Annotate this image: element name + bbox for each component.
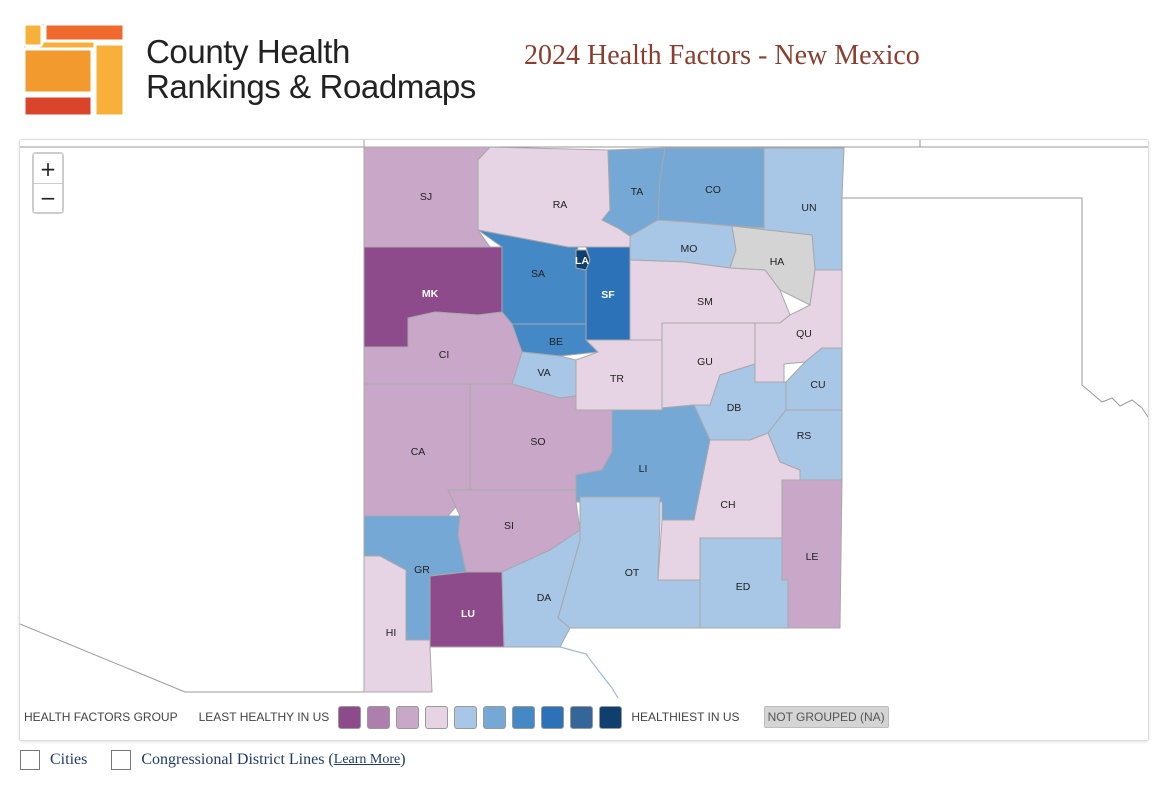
- county-label-sf: SF: [601, 289, 615, 301]
- legend-swatches: [338, 705, 628, 729]
- county-label-co: CO: [705, 184, 721, 196]
- county-label-va: VA: [537, 367, 550, 379]
- county-label-cu: CU: [810, 379, 825, 391]
- map-options: Cities Congressional District Lines (Lea…: [20, 750, 430, 770]
- brand-line-2: Rankings & Roadmaps: [146, 68, 476, 105]
- county-label-gr: GR: [414, 564, 430, 576]
- county-label-qu: QU: [796, 328, 812, 340]
- legend-swatch-4: [425, 705, 449, 729]
- county-label-si: SI: [504, 520, 514, 532]
- county-label-tr: TR: [610, 373, 624, 385]
- cities-toggle[interactable]: Cities: [20, 750, 87, 770]
- legend-swatch-7: [512, 705, 536, 729]
- legend-title: HEALTH FACTORS GROUP: [24, 710, 178, 724]
- zoom-out-button[interactable]: −: [34, 183, 62, 212]
- county-label-rs: RS: [797, 430, 812, 442]
- county-labels: SJ RA TA CO UN MK SA LA SF MO HA SM QU CI BE VA TR GU CU DB…: [386, 184, 826, 639]
- county-label-ot: OT: [625, 567, 640, 579]
- districts-label: Congressional District Lines (: [141, 751, 334, 768]
- county-hi[interactable]: [363, 555, 433, 693]
- county-health-logo: [24, 24, 124, 116]
- county-label-lu: LU: [461, 608, 475, 620]
- map-panel[interactable]: SJ RA TA CO UN MK SA LA SF MO HA SM QU CI BE VA TR GU CU DB…: [19, 139, 1149, 741]
- districts-toggle[interactable]: Congressional District Lines (Learn More…: [111, 750, 406, 770]
- legend-swatch-8: [541, 705, 565, 729]
- cities-label: Cities: [50, 751, 88, 768]
- county-label-sm: SM: [697, 296, 713, 308]
- county-ed[interactable]: [699, 537, 789, 629]
- learn-more-link[interactable]: Learn More: [333, 752, 401, 767]
- legend-swatch-3: [396, 705, 420, 729]
- legend-swatch-6: [483, 705, 507, 729]
- county-label-da: DA: [537, 592, 552, 604]
- county-label-hi: HI: [386, 627, 397, 639]
- cities-checkbox[interactable]: [20, 750, 40, 770]
- county-label-un: UN: [801, 202, 816, 214]
- districts-close-paren: ): [400, 751, 406, 768]
- legend-swatch-1: [338, 705, 362, 729]
- county-label-ed: ED: [736, 581, 751, 593]
- legend-swatch-10: [599, 705, 623, 729]
- county-label-ch: CH: [720, 499, 735, 511]
- county-label-la: LA: [575, 255, 589, 267]
- county-label-ci: CI: [439, 349, 450, 361]
- county-label-ra: RA: [553, 199, 568, 211]
- zoom-control: + −: [32, 152, 64, 214]
- legend-low-label: LEAST HEALTHY IN US: [198, 710, 330, 724]
- districts-checkbox[interactable]: [111, 750, 132, 770]
- county-label-gu: GU: [697, 356, 713, 368]
- legend-not-grouped: NOT GROUPED (NA): [763, 706, 889, 728]
- new-mexico-county-map[interactable]: SJ RA TA CO UN MK SA LA SF MO HA SM QU CI BE VA TR GU CU DB…: [20, 140, 1149, 741]
- page-title: 2024 Health Factors - New Mexico: [524, 40, 920, 71]
- legend-swatch-5: [454, 705, 478, 729]
- legend-high-label: HEALTHIEST IN US: [631, 710, 740, 724]
- legend-swatch-2: [367, 705, 391, 729]
- county-label-ta: TA: [631, 186, 644, 198]
- brand-line-1: County Health: [146, 33, 350, 70]
- county-label-ha: HA: [770, 256, 785, 268]
- zoom-in-button[interactable]: +: [34, 154, 62, 183]
- county-label-ca: CA: [411, 446, 426, 458]
- map-legend: HEALTH FACTORS GROUP LEAST HEALTHY IN US…: [24, 705, 889, 729]
- county-label-be: BE: [549, 336, 563, 348]
- brand-name: County Health Rankings & Roadmaps: [146, 34, 476, 104]
- county-label-li: LI: [639, 463, 648, 475]
- county-label-sa: SA: [531, 268, 545, 280]
- county-label-so: SO: [530, 436, 545, 448]
- county-label-le: LE: [806, 551, 819, 563]
- county-label-sj: SJ: [420, 191, 432, 203]
- county-label-db: DB: [727, 402, 742, 414]
- county-label-mk: MK: [422, 288, 439, 300]
- county-label-mo: MO: [681, 243, 698, 255]
- legend-swatch-9: [570, 705, 594, 729]
- county-da[interactable]: [501, 529, 581, 648]
